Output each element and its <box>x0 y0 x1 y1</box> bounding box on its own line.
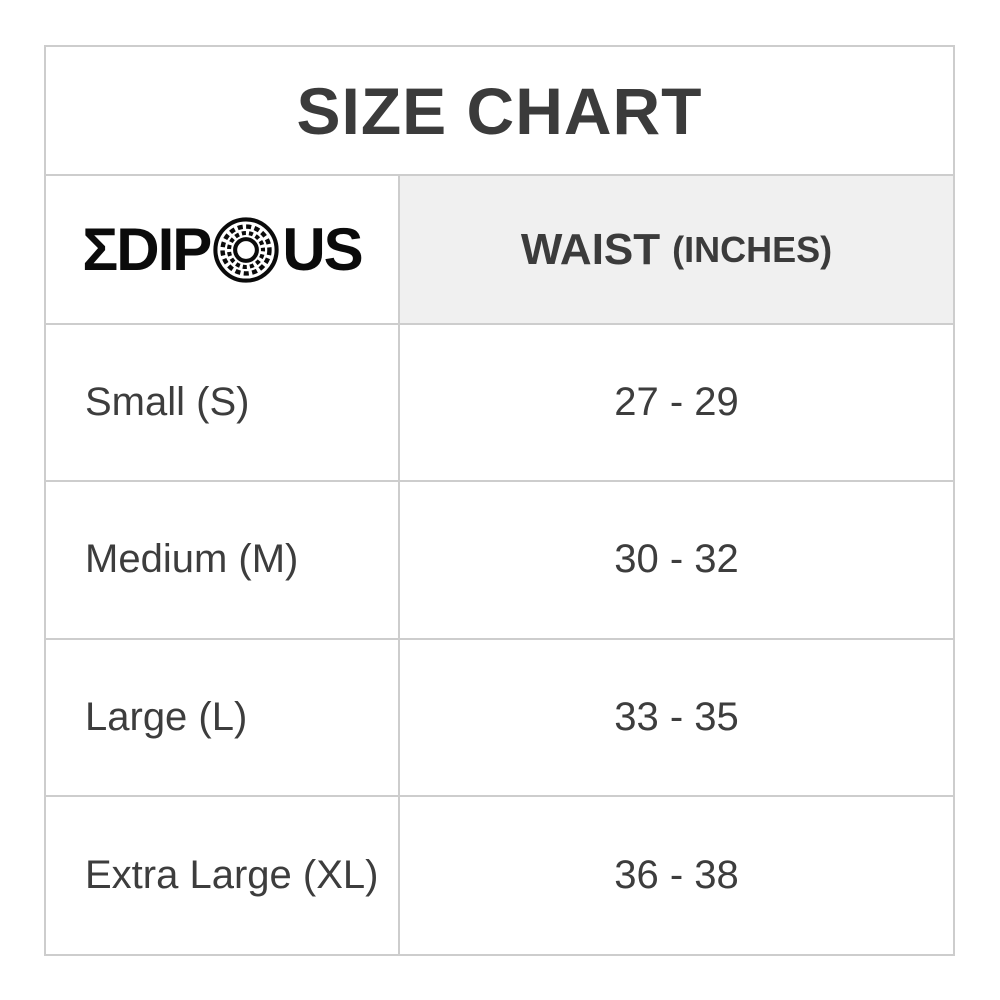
size-cell-medium: Medium (M) <box>46 482 400 640</box>
waist-value-small: 27 - 29 <box>400 325 953 483</box>
size-cell-small: Small (S) <box>46 325 400 483</box>
waist-value-large: 33 - 35 <box>400 639 953 797</box>
greek-meander-o-icon <box>213 216 279 283</box>
brand-logo: ΣDIP US <box>46 176 400 325</box>
size-cell-large: Large (L) <box>46 639 400 797</box>
size-chart-table: SIZE CHART ΣDIP US WAIST (INCHES) Small … <box>44 45 955 956</box>
brand-logo-text-right: US <box>282 215 363 283</box>
waist-label: WAIST <box>520 224 661 274</box>
size-cell-extra-large: Extra Large (XL) <box>46 796 400 954</box>
waist-column-header: WAIST (INCHES) <box>400 176 953 325</box>
size-chart-title: SIZE CHART <box>46 47 953 176</box>
waist-value-extra-large: 36 - 38 <box>400 796 953 954</box>
brand-logo-text-left: ΣDIP <box>82 215 212 283</box>
waist-unit-label: (INCHES) <box>672 228 833 270</box>
waist-value-medium: 30 - 32 <box>400 482 953 640</box>
